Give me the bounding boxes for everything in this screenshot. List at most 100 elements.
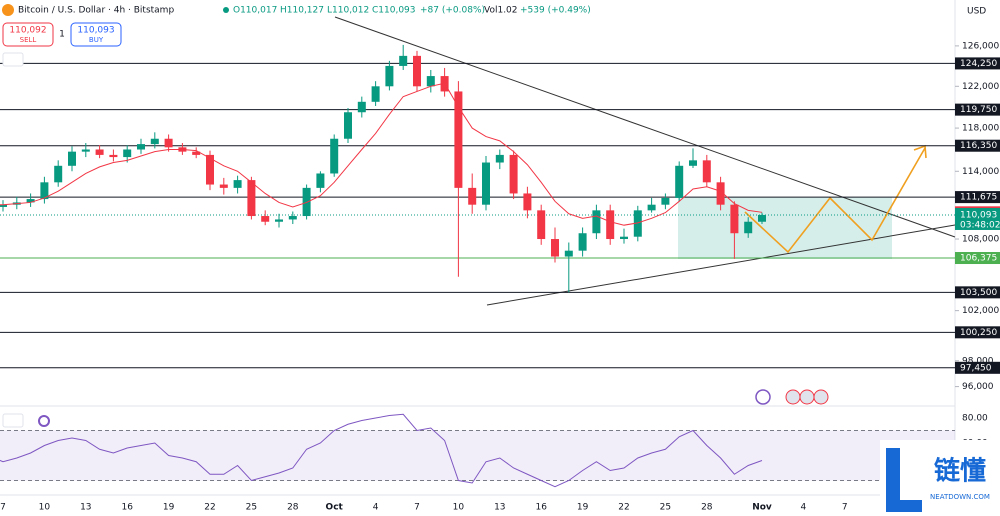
x-tick-label: 4 bbox=[373, 503, 379, 513]
candle-body bbox=[192, 151, 201, 155]
y-tick-label: 96,000 bbox=[962, 382, 994, 392]
x-tick-label: Oct bbox=[326, 503, 344, 513]
x-tick-label: 7 bbox=[414, 503, 420, 513]
x-tick-label: 10 bbox=[39, 503, 51, 513]
countdown: 03:48:02 bbox=[960, 220, 1000, 230]
candle-body bbox=[509, 154, 518, 194]
x-tick-label: 25 bbox=[660, 503, 671, 513]
candle-body bbox=[68, 151, 76, 166]
candle-body bbox=[578, 233, 587, 251]
candle-body bbox=[482, 162, 490, 205]
candle-body bbox=[109, 154, 118, 158]
candle-body bbox=[758, 214, 766, 222]
event-flag[interactable] bbox=[785, 389, 801, 405]
level-tag bbox=[955, 139, 1000, 152]
x-tick-label: 13 bbox=[80, 503, 91, 513]
ohlc-high: H110,127 bbox=[280, 6, 324, 16]
rsi-band bbox=[0, 430, 955, 481]
x-tick-label: 22 bbox=[204, 503, 215, 513]
trendline-lower bbox=[486, 224, 956, 306]
x-tick-label: Nov bbox=[752, 503, 772, 513]
candle-body bbox=[716, 182, 725, 205]
candle-body bbox=[123, 149, 132, 158]
candle-body bbox=[261, 216, 270, 222]
candle-body bbox=[40, 182, 49, 200]
x-tick-label: 13 bbox=[494, 503, 505, 513]
candle-body bbox=[247, 180, 256, 217]
logo-url: NEATDOWN.COM bbox=[930, 493, 990, 501]
candle-body bbox=[371, 86, 380, 102]
spread: 1 bbox=[59, 30, 65, 40]
volume: Vol1.02 bbox=[484, 6, 518, 16]
rsi-line bbox=[0, 413, 763, 488]
candle-body bbox=[137, 144, 145, 150]
level-label: 116,350 bbox=[960, 141, 997, 151]
candle-body bbox=[633, 210, 642, 237]
market-status bbox=[223, 7, 229, 13]
x-tick-label: 28 bbox=[701, 503, 713, 513]
ohlc-low: L110,012 bbox=[327, 6, 369, 16]
candle-body bbox=[537, 210, 546, 240]
sell-price: 110,092 bbox=[9, 26, 46, 36]
bitcoin-icon bbox=[2, 4, 14, 16]
event-flag[interactable] bbox=[799, 389, 815, 405]
last-price-tag bbox=[955, 207, 1000, 230]
candle-body bbox=[675, 165, 684, 198]
candle-body bbox=[357, 101, 366, 113]
x-tick-label: 19 bbox=[577, 503, 589, 513]
candle-body bbox=[551, 239, 559, 257]
x-tick-label: 28 bbox=[287, 503, 299, 513]
buy-price: 110,093 bbox=[77, 26, 114, 36]
candle-body bbox=[744, 221, 753, 234]
ohlc-open: O110,017 bbox=[233, 6, 277, 16]
candle-body bbox=[275, 219, 283, 222]
symbol[interactable]: Bitcoin / U.S. Dollar · 4h · Bitstamp bbox=[18, 6, 174, 16]
x-tick-label: 7 bbox=[0, 503, 6, 513]
y-tick-label: 98,000 bbox=[962, 356, 994, 366]
rsi-collapse[interactable] bbox=[2, 413, 24, 428]
candle-body bbox=[523, 193, 532, 211]
candle-body bbox=[454, 91, 463, 188]
candle-body bbox=[495, 154, 504, 163]
candle-body bbox=[0, 204, 7, 207]
candle-body bbox=[54, 165, 63, 183]
collapse-button[interactable] bbox=[2, 52, 24, 67]
candle-body bbox=[468, 187, 477, 205]
candle-body bbox=[661, 197, 670, 205]
sell-button[interactable] bbox=[2, 22, 54, 47]
level-tag bbox=[955, 103, 1000, 116]
level-tag bbox=[955, 57, 1000, 70]
candle-body bbox=[288, 216, 297, 220]
candle-body bbox=[316, 173, 325, 188]
y-tick-label: 102,000 bbox=[962, 306, 999, 316]
level-tag bbox=[955, 361, 1000, 374]
y-tick-label: 122,000 bbox=[962, 82, 999, 92]
projection-path bbox=[744, 147, 926, 254]
buy-button[interactable] bbox=[70, 22, 122, 47]
support-tag bbox=[955, 252, 1000, 265]
candle-body bbox=[426, 76, 435, 87]
y-tick-label: 126,000 bbox=[962, 41, 999, 51]
level-label: 119,750 bbox=[960, 105, 997, 115]
level-label: 100,250 bbox=[960, 328, 997, 338]
y-tick-label: 108,000 bbox=[962, 235, 999, 245]
volume-change: +539 (+0.49%) bbox=[520, 6, 591, 16]
trendline-upper bbox=[334, 16, 956, 238]
candle-body bbox=[606, 210, 615, 240]
rsi-icon bbox=[38, 415, 50, 427]
candle-body bbox=[219, 184, 228, 188]
x-tick-label: 16 bbox=[121, 503, 133, 513]
candle-body bbox=[164, 138, 173, 148]
event-icon[interactable] bbox=[755, 389, 771, 405]
candle-body bbox=[689, 160, 697, 166]
level-tag bbox=[955, 191, 1000, 204]
x-tick-label: 25 bbox=[246, 503, 257, 513]
event-flag[interactable] bbox=[813, 389, 829, 405]
currency[interactable]: USD bbox=[967, 7, 986, 17]
logo-text: 链懂 bbox=[934, 456, 986, 487]
candle-body bbox=[399, 55, 408, 66]
candle-body bbox=[385, 65, 394, 87]
last-price-label: 110,093 bbox=[960, 210, 997, 220]
level-tag bbox=[955, 326, 1000, 339]
